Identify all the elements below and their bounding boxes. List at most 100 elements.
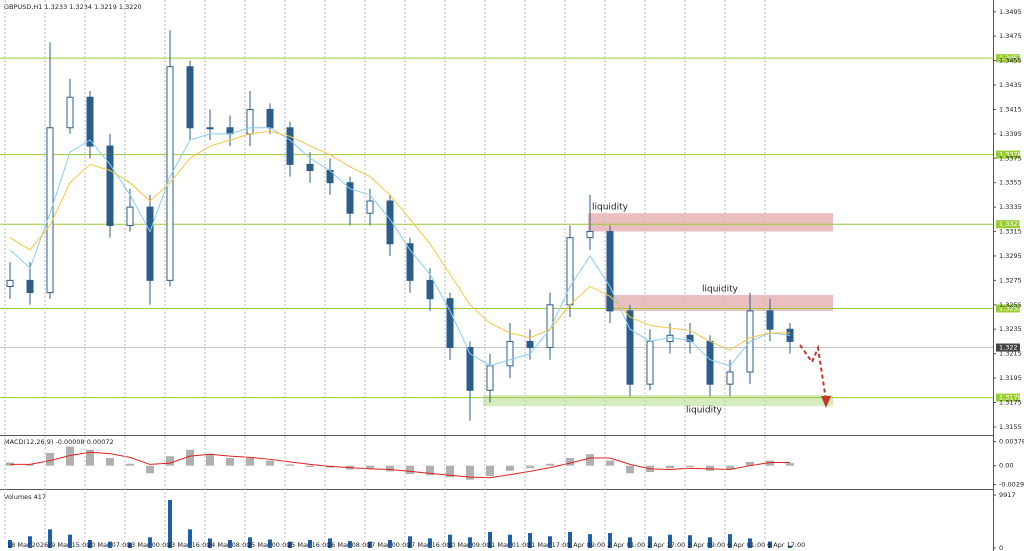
volume-bar: [308, 540, 312, 548]
y-tick-label: 1.3395: [999, 130, 1022, 138]
y-tick-label: 1.3495: [999, 8, 1022, 16]
x-tick-label: 18 Mar 2026: [7, 541, 48, 549]
volume-bar: [768, 541, 772, 548]
volume-bar: [328, 538, 332, 548]
y-tick-label: 1.3235: [999, 325, 1022, 333]
candle-body: [486, 365, 494, 391]
y-tick-label: 1.3195: [999, 374, 1022, 382]
volume-bar: [148, 537, 152, 548]
candle-body: [386, 200, 394, 245]
candle-body: [366, 200, 374, 214]
candle-body: [426, 279, 434, 300]
candle-body: [726, 371, 734, 385]
y-tick-label: 1.3335: [999, 203, 1022, 211]
candle-body: [466, 347, 474, 391]
level-label: 1.3378: [999, 151, 1022, 159]
volume-bar: [188, 529, 192, 548]
macd-bar: [446, 465, 454, 478]
y-tick-label: 1.3455: [999, 57, 1022, 65]
macd-bar: [286, 464, 294, 466]
candle-body: [706, 340, 714, 385]
x-tick-label: 31 Mar 01:00: [487, 541, 530, 549]
macd-bar: [526, 465, 534, 469]
y-tick-label: 1.3295: [999, 252, 1022, 260]
macd-bar: [266, 460, 274, 466]
macd-bar: [546, 463, 554, 466]
y-tick-label: 0: [999, 544, 1003, 551]
panel-title: MACD(12,26,9) -0.00008 0.00072: [4, 438, 114, 446]
volume-bar: [668, 534, 672, 548]
candle-body: [46, 127, 54, 294]
x-tick-label: 6 Apr 01:00: [727, 541, 765, 549]
level-tag: [996, 304, 1020, 313]
volume-bar: [588, 534, 592, 548]
y-tick-label: 1.3435: [999, 81, 1022, 89]
x-tick-label: 1 Apr 09:00: [567, 541, 605, 549]
macd-bar: [626, 465, 634, 474]
macd-bar: [766, 460, 774, 466]
macd-bar: [226, 458, 234, 466]
x-tick-label: 31 Mar 17:00: [527, 541, 570, 549]
volume-bar: [708, 537, 712, 548]
volume-bar: [508, 534, 512, 548]
y-tick-label: 1.3175: [999, 398, 1022, 406]
volume-bar: [8, 540, 12, 548]
y-tick-label: 1.3255: [999, 301, 1022, 309]
candle-body: [6, 279, 14, 287]
level-tag: [996, 54, 1020, 63]
candle-body: [126, 206, 134, 226]
y-tick-label: 1.3475: [999, 32, 1022, 40]
panel-title: Volumes 417: [4, 493, 46, 501]
level-tag: [996, 150, 1020, 159]
candle-body: [306, 163, 314, 171]
macd-bar: [66, 446, 74, 466]
macd-bar: [706, 465, 714, 471]
volume-bar: [228, 540, 232, 548]
candle-body: [346, 182, 354, 214]
candle-body: [286, 127, 294, 165]
level-label: 1.3321: [999, 220, 1022, 228]
candle-body: [146, 206, 154, 281]
x-tick-label: 25 Mar 16:00: [287, 541, 330, 549]
macd-bar: [506, 465, 514, 471]
volume-bar: [428, 538, 432, 548]
volume-bar: [388, 540, 392, 548]
x-tick-label: 19 Mar 15:00: [47, 541, 90, 549]
candle-body: [446, 298, 454, 349]
volume-bar: [208, 538, 212, 548]
volume-bar: [468, 537, 472, 548]
y-tick-label: 1.3375: [999, 154, 1022, 162]
macd-bar: [586, 454, 594, 466]
liquidity-zone: [605, 295, 833, 311]
macd-bar: [146, 465, 154, 474]
candle-body: [626, 310, 634, 385]
candle-body: [106, 145, 114, 226]
volume-bar: [28, 536, 32, 548]
macd-bar: [666, 465, 674, 469]
candle-body: [66, 96, 74, 129]
macd-bar: [126, 463, 134, 466]
volume-bar: [128, 542, 132, 548]
x-tick-label: 26 Mar 08:00: [327, 541, 370, 549]
level-label: 1.3252: [999, 304, 1022, 312]
macd-bar: [746, 461, 754, 466]
y-tick-label: 1.3275: [999, 276, 1022, 284]
last-price-label: 1.322: [999, 344, 1018, 352]
macd-bar: [46, 452, 54, 466]
y-tick-label: 1.3215: [999, 350, 1022, 358]
level-tag: [996, 393, 1020, 402]
macd-bar: [186, 449, 194, 466]
level-label: 1.3457: [999, 54, 1022, 62]
candle-body: [766, 310, 774, 330]
volume-bar: [168, 500, 172, 548]
x-tick-label: 3 Apr 09:00: [687, 541, 725, 549]
macd-bar: [566, 458, 574, 466]
x-tick-label: 6 Apr 17:00: [767, 541, 805, 549]
candle-body: [86, 96, 94, 147]
macd-bar: [246, 458, 254, 466]
macd-bar: [166, 456, 174, 466]
zone-label: liquidity: [702, 285, 739, 295]
volume-bar: [648, 536, 652, 548]
candle-body: [586, 231, 594, 239]
